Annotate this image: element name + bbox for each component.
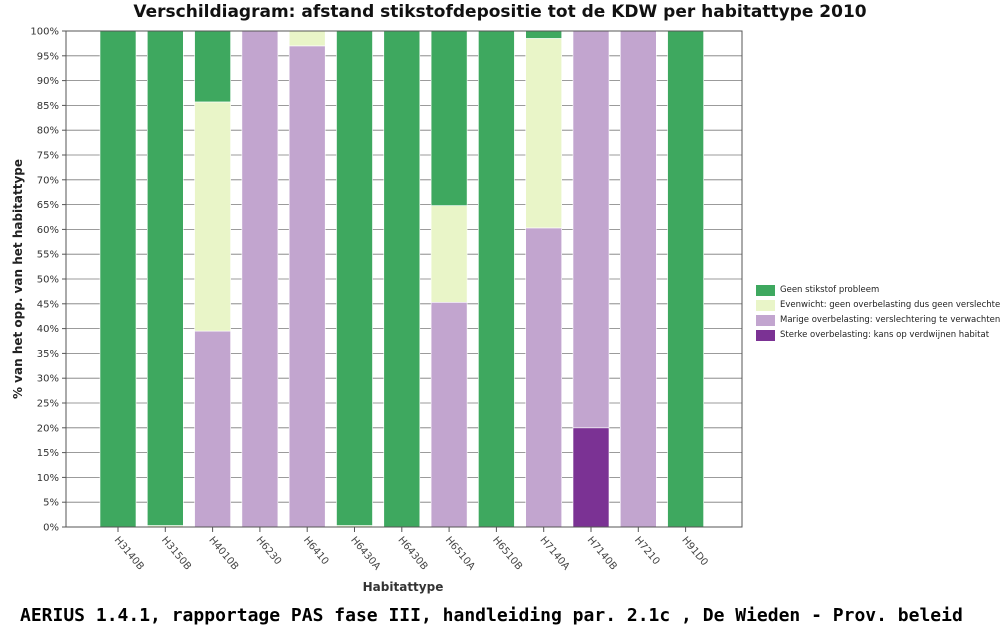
y-tick-label: 55% <box>37 250 59 261</box>
y-tick-label: 65% <box>37 200 59 211</box>
caption: AERIUS 1.4.1, rapportage PAS fase III, h… <box>20 605 963 626</box>
bar-segment <box>619 30 657 528</box>
x-tick-label: H7140A <box>537 535 571 573</box>
plot-frame <box>65 30 743 528</box>
bar-segment <box>288 30 326 47</box>
y-tick-label: 15% <box>37 448 59 459</box>
x-tick-label: H3150B <box>159 535 193 573</box>
x-tick-label: H6510A <box>443 535 477 573</box>
bar-segment <box>336 30 373 526</box>
bar-segment <box>667 30 704 528</box>
bar-segment <box>572 30 610 429</box>
legend-label: Geen stikstof probleem <box>780 285 880 295</box>
bar-segment <box>288 45 326 528</box>
x-tick-label: H91D0 <box>679 535 709 568</box>
y-tick-label: 80% <box>37 126 59 137</box>
bar-segment <box>478 30 515 528</box>
y-tick-label: 95% <box>37 51 59 62</box>
bar-segment <box>241 30 279 528</box>
x-tick-label: H7140B <box>585 535 619 573</box>
legend-item: Marige overbelasting: verslechtering te … <box>756 313 1000 327</box>
legend-item: Geen stikstof probleem <box>756 283 1000 297</box>
y-tick-label: 85% <box>37 101 59 112</box>
x-tick-label: H6430B <box>396 535 430 573</box>
x-axis-label: Habitattype <box>363 580 444 594</box>
chart-title: Verschildiagram: afstand stikstofdeposit… <box>133 2 867 22</box>
bar-segment <box>99 30 137 528</box>
x-tick-label: H6230 <box>254 535 284 567</box>
y-tick-label: 100% <box>30 27 59 38</box>
y-tick-label: 20% <box>37 423 59 434</box>
chart-legend: Geen stikstof probleem Evenwicht: geen ov… <box>756 283 1000 343</box>
bar-segment <box>430 205 468 303</box>
legend-swatch <box>756 299 775 311</box>
legend-swatch <box>756 329 775 341</box>
y-tick-label: 5% <box>43 498 59 509</box>
bar-segment <box>430 30 468 206</box>
y-axis-label: % van het opp. van het habitattype <box>11 159 25 399</box>
legend-swatch <box>756 284 775 296</box>
legend-item: Sterke overbelasting: kans op verdwijnen… <box>756 328 1000 342</box>
bar-segment <box>525 30 563 39</box>
y-tick-label: 75% <box>37 151 59 162</box>
y-tick-label: 10% <box>37 473 59 484</box>
x-tick-label: H4010B <box>206 535 240 573</box>
legend-label: Marige overbelasting: verslechtering te … <box>780 315 1000 325</box>
y-tick-label: 90% <box>37 76 59 87</box>
bar-segment <box>430 302 468 528</box>
x-tick-label: H6430A <box>348 535 382 573</box>
bar-segment <box>147 30 184 526</box>
y-tick-label: 60% <box>37 225 59 236</box>
x-tick-label: H6410 <box>301 535 331 567</box>
y-tick-label: 0% <box>43 523 59 534</box>
x-tick-label: H3140B <box>112 535 146 573</box>
y-tick-label: 35% <box>37 349 59 360</box>
stacked-bar-chart: 0% 5% 10% 15% 20% 25% 30% 35% 40% 45% 50% 55% 60% 65%… <box>11 27 743 594</box>
x-tick-label: H6510B <box>490 535 524 573</box>
y-tick-label: 25% <box>37 399 59 410</box>
x-tick-label: H7210 <box>632 535 662 567</box>
legend-swatch <box>756 314 775 326</box>
y-tick-label: 45% <box>37 299 59 310</box>
legend-item: Evenwicht: geen overbelasting dus geen v… <box>756 298 1000 312</box>
y-tick-label: 30% <box>37 374 59 385</box>
bar-segment <box>194 101 231 332</box>
bar-segment <box>572 427 610 528</box>
legend-label: Sterke overbelasting: kans op verdwijnen… <box>780 330 990 340</box>
bar-segment <box>525 38 563 229</box>
bar-segment <box>383 30 421 528</box>
y-tick-label: 50% <box>37 275 59 286</box>
legend-label: Evenwicht: geen overbelasting dus geen v… <box>780 300 1000 310</box>
bar-segment <box>194 330 231 528</box>
y-tick-label: 70% <box>37 175 59 186</box>
bar-segment <box>194 30 231 103</box>
bar-segment <box>525 227 563 528</box>
y-tick-label: 40% <box>37 324 59 335</box>
